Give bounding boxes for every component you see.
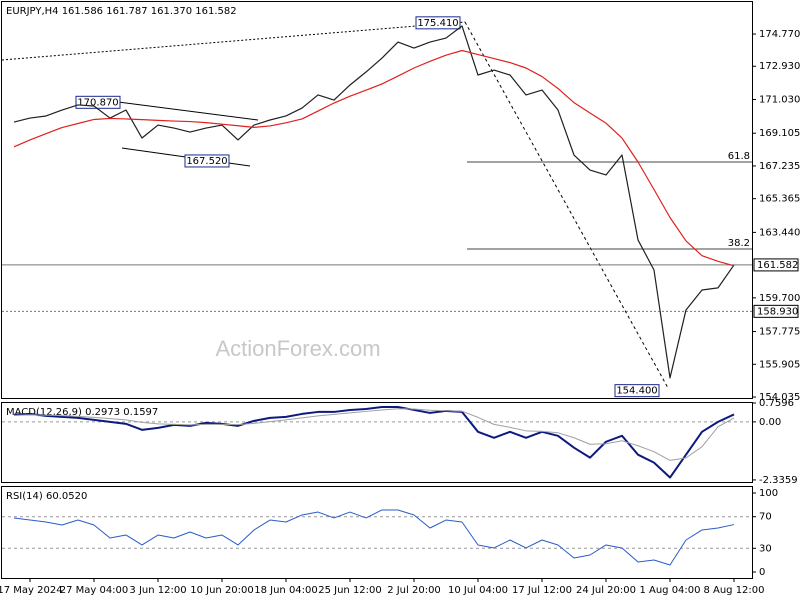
price-label: 170.870 [77, 97, 118, 108]
x-tick-label: 25 Jun 12:00 [318, 585, 382, 596]
x-tick-label: 1 Aug 04:00 [639, 585, 700, 596]
y-tick-label: 30 [759, 543, 772, 554]
y-tick-label: 172.930 [759, 61, 800, 72]
y-tick-label: 163.440 [759, 227, 800, 238]
price-label-box [415, 16, 461, 30]
series-line [13, 25, 735, 379]
y-tick-label: 155.905 [759, 359, 800, 370]
y-tick-label: 70 [759, 512, 772, 523]
rsi-panel [1, 486, 753, 579]
price-panel [1, 1, 753, 399]
series-line [13, 509, 735, 566]
y-tick-label: 169.105 [759, 128, 800, 139]
price-label: 154.400 [616, 386, 657, 397]
x-tick-label: 8 Aug 12:00 [703, 585, 764, 596]
y-tick-label: 159.700 [759, 293, 800, 304]
y-tick-label: 0 [759, 567, 765, 578]
x-tick-label: 10 Jun 20:00 [190, 585, 254, 596]
fib-label: 61.8 [728, 151, 750, 162]
series-line [13, 49, 735, 267]
x-tick-label: 27 May 04:00 [60, 585, 129, 596]
y-tick-label: 167.235 [759, 161, 800, 172]
panel-title: RSI(14) 60.0520 [6, 491, 87, 502]
y-tick-label: 0.00 [759, 417, 781, 428]
panel-title: EURJPY,H4 161.586 161.787 161.370 161.58… [6, 6, 237, 17]
x-tick-label: 17 Jul 12:00 [512, 585, 572, 596]
price-label: 175.410 [417, 18, 458, 29]
price-level-label: 161.582 [757, 260, 798, 271]
price-level-label: 158.930 [757, 306, 798, 317]
series-line [13, 405, 735, 479]
watermark: ActionForex.com [215, 336, 380, 361]
y-tick-label: 0.7596 [759, 398, 794, 409]
price-label: 167.520 [186, 156, 227, 167]
fib-label: 38.2 [728, 238, 750, 249]
y-tick-label: -2.3359 [759, 475, 798, 486]
y-tick-label: 174.770 [759, 29, 800, 40]
price-level-box [753, 304, 799, 318]
x-tick-label: 24 Jul 20:00 [576, 585, 636, 596]
price-label-box [184, 154, 230, 168]
price-level-box [753, 258, 799, 272]
x-tick-label: 2 Jul 20:00 [387, 585, 441, 596]
y-tick-label: 171.030 [759, 95, 800, 106]
trend-line [1, 21, 466, 61]
panel-title: MACD(12,26,9) 0.2973 0.1597 [6, 407, 158, 418]
trend-line [464, 21, 669, 389]
x-tick-label: 10 Jul 04:00 [448, 585, 508, 596]
price-label-box [614, 384, 660, 398]
y-tick-label: 165.365 [759, 194, 800, 205]
x-tick-label: 17 May 2024 [0, 585, 63, 596]
macd-panel [1, 402, 753, 483]
series-line [13, 408, 735, 461]
y-tick-label: 154.035 [759, 392, 800, 403]
y-tick-label: 157.775 [759, 327, 800, 338]
x-tick-label: 18 Jun 04:00 [254, 585, 318, 596]
x-tick-label: 3 Jun 12:00 [129, 585, 186, 596]
y-tick-label: 100 [759, 488, 778, 499]
channel-line [117, 101, 259, 121]
